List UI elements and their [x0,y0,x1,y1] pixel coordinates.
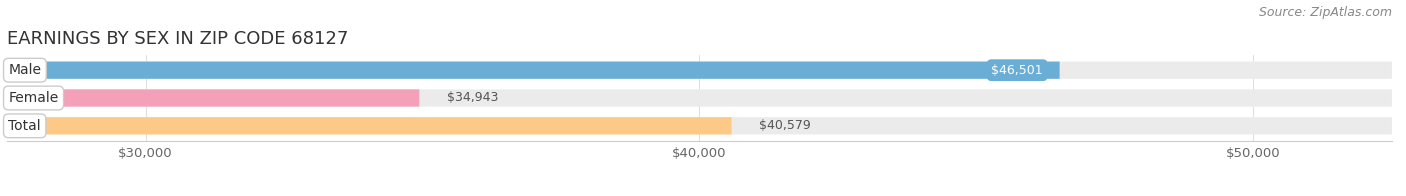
Text: $34,943: $34,943 [447,92,498,104]
FancyBboxPatch shape [7,62,1060,79]
Text: $46,501: $46,501 [991,64,1043,77]
Text: Total: Total [8,119,41,133]
Text: EARNINGS BY SEX IN ZIP CODE 68127: EARNINGS BY SEX IN ZIP CODE 68127 [7,30,349,48]
Text: Source: ZipAtlas.com: Source: ZipAtlas.com [1258,6,1392,19]
Text: Male: Male [8,63,41,77]
FancyBboxPatch shape [7,89,419,107]
Text: Female: Female [8,91,59,105]
FancyBboxPatch shape [7,117,731,134]
FancyBboxPatch shape [7,89,1392,107]
Text: $40,579: $40,579 [759,119,811,132]
FancyBboxPatch shape [7,117,1392,134]
FancyBboxPatch shape [7,62,1392,79]
